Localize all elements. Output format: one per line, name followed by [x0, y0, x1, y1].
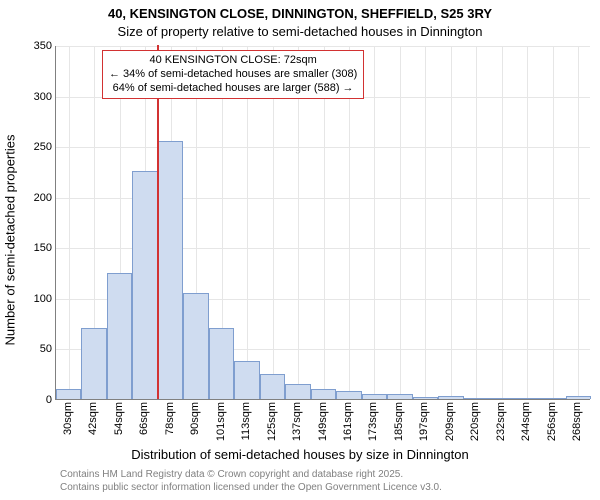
- histogram-bar: [464, 398, 489, 399]
- y-tick-label: 300: [34, 91, 52, 103]
- annotation-line1: 40 KENSINGTON CLOSE: 72sqm: [109, 54, 357, 68]
- plot-area: 40 KENSINGTON CLOSE: 72sqm← 34% of semi-…: [55, 46, 590, 400]
- histogram-bar: [387, 394, 412, 399]
- gridline-v: [527, 46, 528, 399]
- histogram-bar: [540, 398, 565, 399]
- histogram-bar: [132, 171, 157, 399]
- y-tick-label: 100: [34, 293, 52, 305]
- gridline-v: [425, 46, 426, 399]
- footer-line1: Contains HM Land Registry data © Crown c…: [60, 469, 442, 482]
- gridline-v: [578, 46, 579, 399]
- gridline-v: [374, 46, 375, 399]
- histogram-bar: [56, 389, 81, 399]
- x-tick-label: 137sqm: [291, 402, 303, 441]
- x-tick-label: 256sqm: [546, 402, 558, 441]
- x-tick-label: 42sqm: [87, 402, 99, 435]
- x-tick-label: 78sqm: [164, 402, 176, 435]
- annotation-line3: 64% of semi-detached houses are larger (…: [109, 82, 357, 96]
- y-tick-label: 350: [34, 40, 52, 52]
- x-tick-label: 101sqm: [215, 402, 227, 441]
- x-tick-label: 244sqm: [520, 402, 532, 441]
- x-axis-label: Distribution of semi-detached houses by …: [0, 447, 600, 462]
- x-tick-label: 30sqm: [62, 402, 74, 435]
- y-tick-label: 150: [34, 242, 52, 254]
- x-tick-label: 232sqm: [495, 402, 507, 441]
- histogram-bar: [413, 397, 438, 399]
- footer-line2: Contains public sector information licen…: [60, 482, 442, 495]
- x-tick-label: 54sqm: [113, 402, 125, 435]
- histogram-bar: [311, 389, 336, 399]
- x-tick-label: 173sqm: [367, 402, 379, 441]
- y-axis-label: Number of semi-detached properties: [3, 135, 18, 346]
- chart-title-line1: 40, KENSINGTON CLOSE, DINNINGTON, SHEFFI…: [0, 6, 600, 21]
- chart-title-line2: Size of property relative to semi-detach…: [0, 24, 600, 39]
- annotation-line2: ← 34% of semi-detached houses are smalle…: [109, 68, 357, 82]
- attribution-footer: Contains HM Land Registry data © Crown c…: [60, 469, 442, 494]
- gridline-v: [553, 46, 554, 399]
- histogram-bar: [183, 293, 208, 399]
- x-tick-label: 125sqm: [266, 402, 278, 441]
- gridline-v: [69, 46, 70, 399]
- x-tick-label: 268sqm: [571, 402, 583, 441]
- y-tick-label: 50: [40, 343, 52, 355]
- y-tick-label: 0: [46, 394, 52, 406]
- histogram-bar: [438, 396, 463, 399]
- x-tick-label: 209sqm: [444, 402, 456, 441]
- x-tick-label: 197sqm: [418, 402, 430, 441]
- x-tick-label: 161sqm: [342, 402, 354, 441]
- histogram-bar: [260, 374, 285, 399]
- histogram-bar: [489, 398, 514, 399]
- y-tick-label: 200: [34, 192, 52, 204]
- histogram-bar: [515, 398, 540, 399]
- histogram-bar: [158, 141, 183, 399]
- histogram-bar: [362, 394, 387, 399]
- x-tick-label: 149sqm: [317, 402, 329, 441]
- histogram-bar: [285, 384, 310, 399]
- y-tick-label: 250: [34, 141, 52, 153]
- histogram-bar: [107, 273, 132, 399]
- x-tick-label: 185sqm: [393, 402, 405, 441]
- property-annotation: 40 KENSINGTON CLOSE: 72sqm← 34% of semi-…: [102, 50, 364, 99]
- gridline-v: [451, 46, 452, 399]
- x-tick-label: 66sqm: [138, 402, 150, 435]
- gridline-v: [400, 46, 401, 399]
- gridline-v: [476, 46, 477, 399]
- x-tick-label: 90sqm: [189, 402, 201, 435]
- histogram-bar: [336, 391, 361, 399]
- x-tick-label: 220sqm: [469, 402, 481, 441]
- histogram-bar: [209, 328, 234, 399]
- gridline-v: [502, 46, 503, 399]
- histogram-bar: [234, 361, 259, 399]
- x-tick-label: 113sqm: [240, 402, 252, 440]
- histogram-bar: [81, 328, 106, 399]
- histogram-bar: [566, 396, 591, 399]
